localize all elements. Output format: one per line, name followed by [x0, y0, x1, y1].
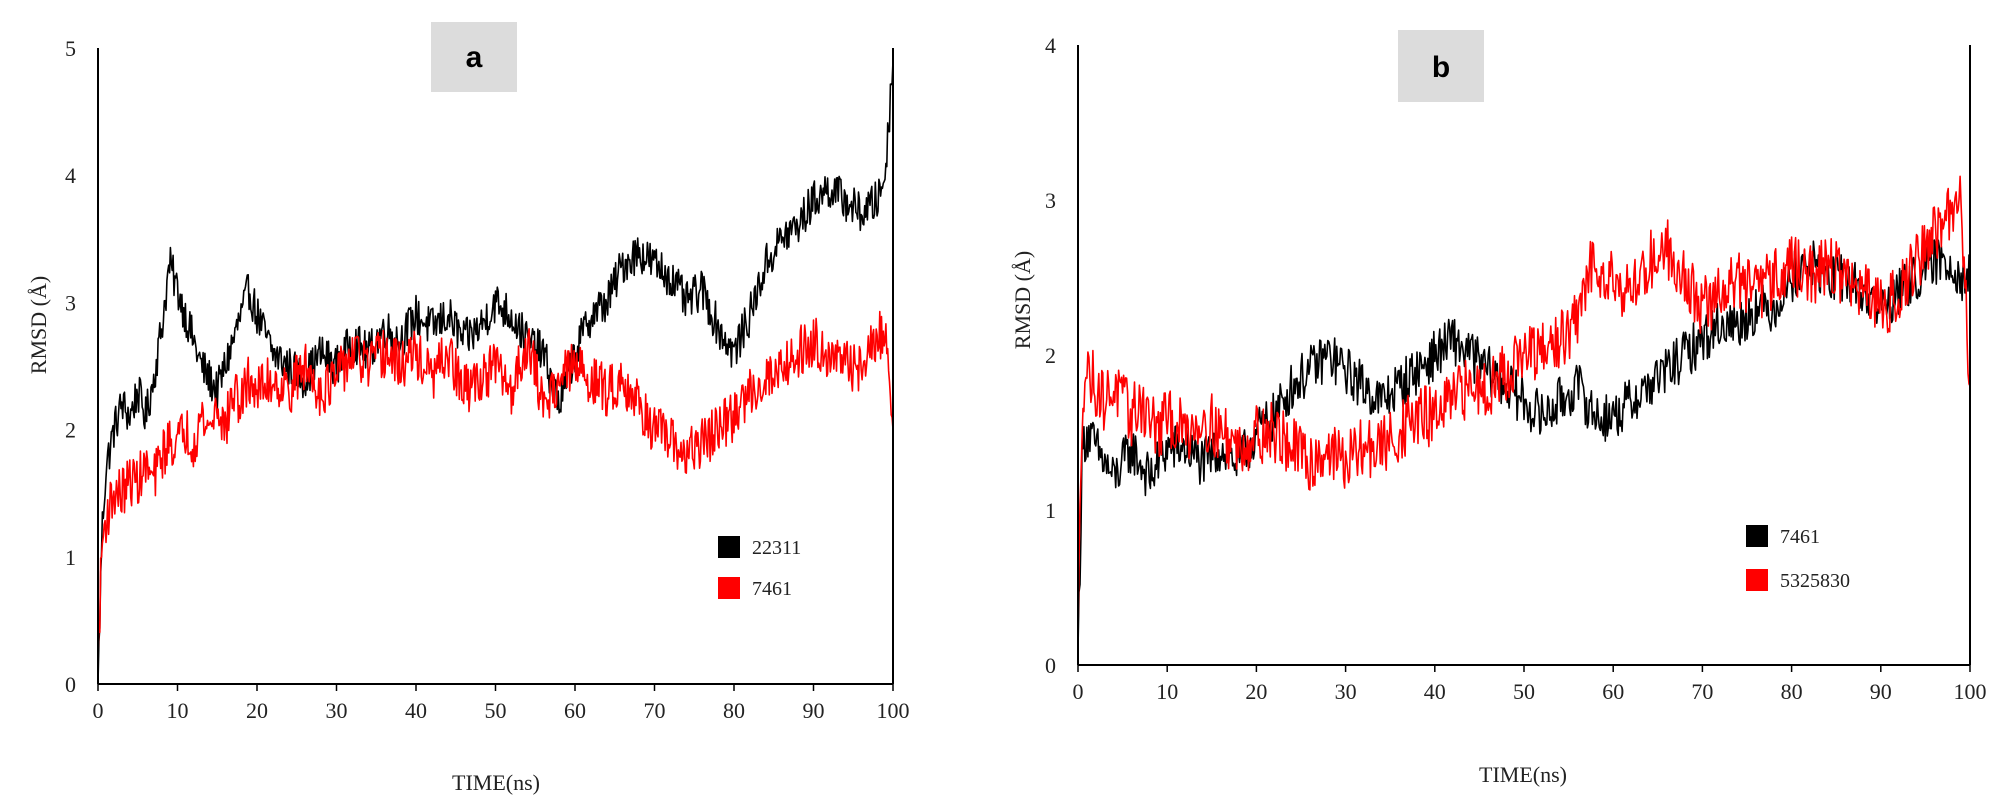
panel-b-y-axis-label: RMSD (Å) [1010, 251, 1035, 349]
panel-a-x-tick-label: 10 [167, 698, 189, 723]
panel-b-x-tick-label: 50 [1513, 679, 1535, 704]
panel-b-plot-area: 0 10 20 30 40 50 60 70 80 90 100 0 1 2 3 4 7461 5325830 [1045, 33, 1987, 704]
panel-a-x-tick-label: 20 [246, 698, 268, 723]
chart-panel-a: a 0 10 20 30 40 50 60 70 80 90 100012345223117461 … [26, 22, 910, 795]
panel-b-x-tick-label: 70 [1691, 679, 1713, 704]
panel-a-y-tick-label: 3 [65, 290, 76, 315]
panel-a-y-tick-label: 5 [65, 36, 76, 61]
panel-a-y-axis-label: RMSD (Å) [26, 276, 51, 374]
panel-a-x-tick-label: 0 [93, 698, 104, 723]
panel-b-legend-label-2: 5325830 [1780, 570, 1850, 592]
panel-b-x-axis-label: TIME(ns) [1479, 762, 1567, 787]
panel-b-x-tick-label: 100 [1954, 679, 1987, 704]
panel-a-letter-box [431, 22, 517, 92]
panel-b-x-tick-label: 90 [1870, 679, 1892, 704]
panel-b-legend-swatch-1 [1746, 525, 1768, 547]
panel-a-x-axis-label: TIME(ns) [452, 770, 540, 795]
panel-a-x-tick-label: 30 [326, 698, 348, 723]
panel-a-y-tick-label: 0 [65, 672, 76, 697]
panel-a-legend-swatch-2 [718, 577, 740, 599]
panel-a-x-tick-label: 50 [485, 698, 507, 723]
panel-b-x-tick-label: 80 [1781, 679, 1803, 704]
panel-b-x-tick-label: 60 [1602, 679, 1624, 704]
panel-a-series-1-line [97, 60, 894, 685]
panel-a-plot-area: 0 10 20 30 40 50 60 70 80 90 100 0 1 2 3 4 5 22311 7461 [65, 36, 910, 723]
panel-b-x-tick-label: 10 [1156, 679, 1178, 704]
panel-b-x-tick-label: 20 [1245, 679, 1267, 704]
panel-a-letter: a [466, 41, 483, 74]
panel-a-x-tick-label: 40 [405, 698, 427, 723]
panel-a-x-tick-label: 100 [877, 698, 910, 723]
panel-b-legend-label-1: 7461 [1780, 526, 1820, 548]
panel-a-y-tick-label: 2 [65, 418, 76, 443]
panel-b-letter-box [1398, 30, 1484, 102]
panel-b-x-tick-label: 40 [1424, 679, 1446, 704]
panel-a-series-2-line [97, 310, 894, 659]
panel-b-series-2-line [1077, 175, 1971, 635]
panel-b-y-tick-label: 3 [1045, 188, 1056, 213]
panel-a-x-tick-label: 60 [564, 698, 586, 723]
panel-a-legend-label-1: 22311 [752, 537, 801, 559]
panel-b-y-tick-label: 4 [1045, 33, 1056, 58]
panel-a-y-tick-label: 1 [65, 545, 76, 570]
panel-a-x-tick-label: 80 [723, 698, 745, 723]
panel-a-x-tick-label: 90 [803, 698, 825, 723]
panel-b-x-tick-label: 0 [1073, 679, 1084, 704]
panel-b-y-tick-label: 2 [1045, 343, 1056, 368]
panel-a-legend-label-2: 7461 [752, 578, 792, 600]
panel-b-y-tick-label: 1 [1045, 498, 1056, 523]
panel-a-legend-swatch-1 [718, 536, 740, 558]
panel-b-y-tick-label: 0 [1045, 653, 1056, 678]
panel-b-x-tick-label: 30 [1335, 679, 1357, 704]
chart-panel-b: b 0 10 20 30 40 50 60 70 80 90 100 0 1 2 3 4 7461 5325830… [1010, 30, 1987, 787]
panel-a-x-tick-label: 70 [644, 698, 666, 723]
panel-b-legend-swatch-2 [1746, 569, 1768, 591]
panel-a-y-tick-label: 4 [65, 163, 76, 188]
panel-b-letter: b [1432, 51, 1450, 84]
